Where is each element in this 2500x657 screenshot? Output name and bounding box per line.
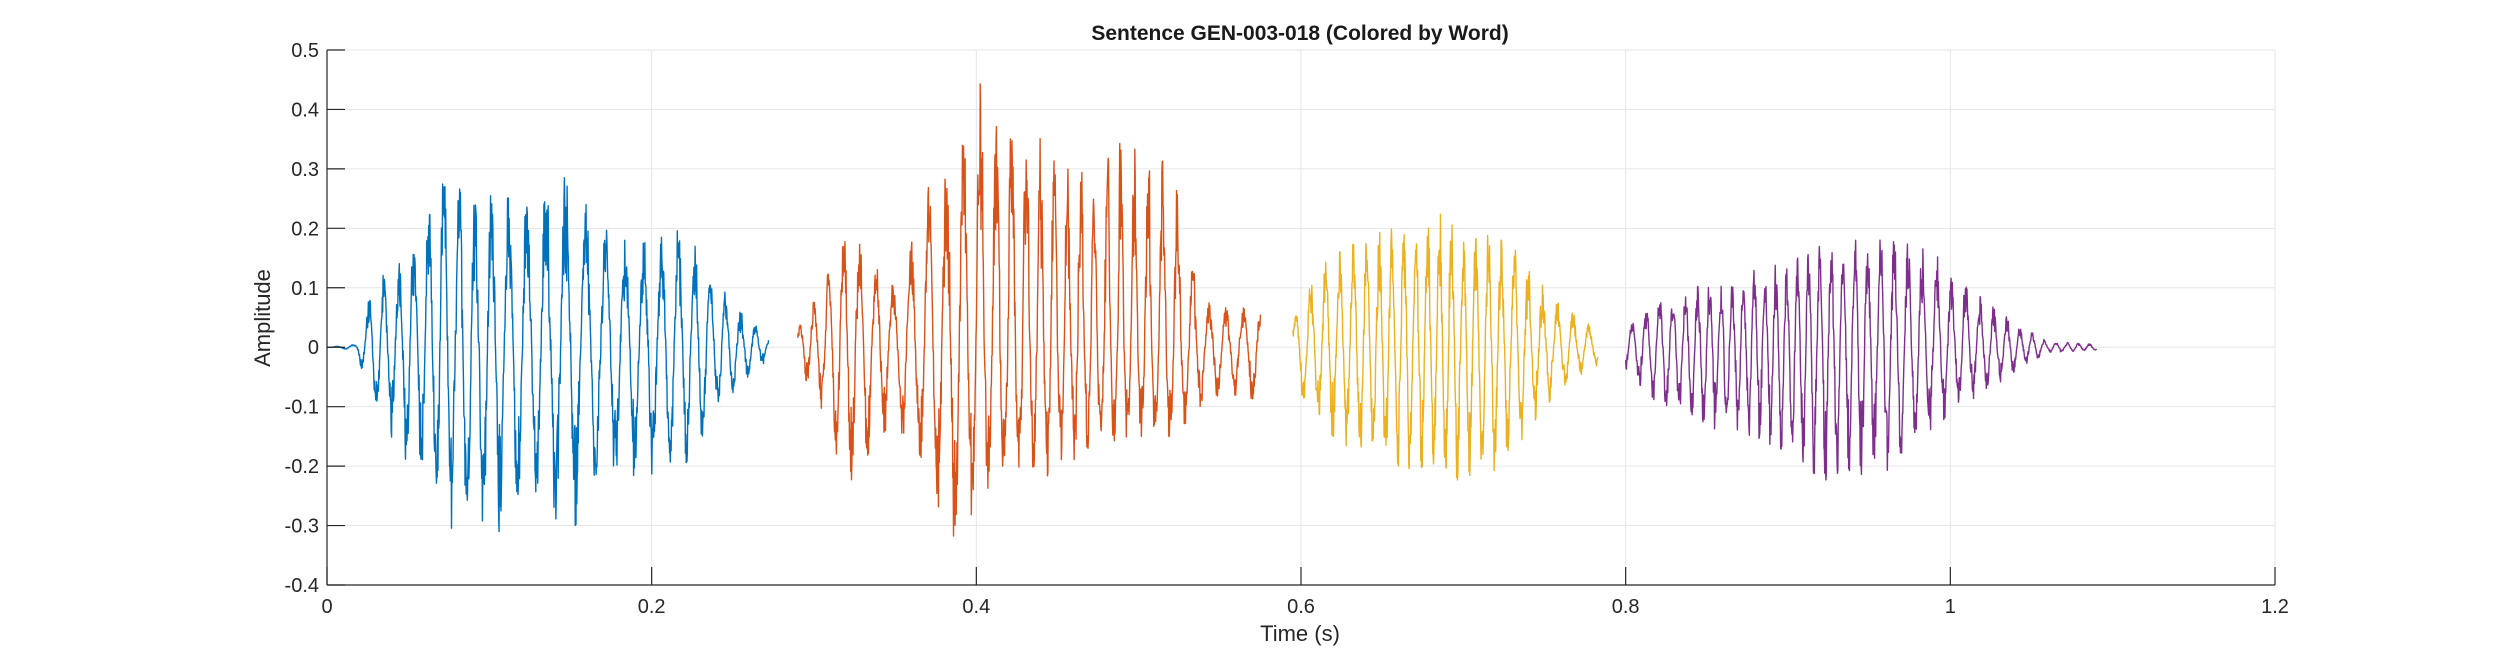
tick-labels: 0 0.2 0.4 0.6 0.8 1 1.2 -0.4 -0.3 -0.2 -0.1 0 0.1 0.2… bbox=[285, 40, 2289, 618]
x-axis-title: Time (s) bbox=[1260, 621, 1340, 646]
x-tick-label: 0.8 bbox=[1612, 596, 1640, 618]
x-tick-label: 0.4 bbox=[962, 596, 990, 618]
waveform-series bbox=[326, 83, 2098, 537]
y-tick-label: 0.3 bbox=[291, 159, 319, 181]
y-tick-label: -0.4 bbox=[285, 575, 319, 597]
waveform-segment-4 bbox=[1624, 239, 2098, 481]
x-tick-label: 0.6 bbox=[1287, 596, 1315, 618]
y-tick-label: 0 bbox=[308, 337, 319, 359]
chart-title: Sentence GEN-003-018 (Colored by Word) bbox=[1091, 22, 1508, 45]
x-tick-label: 1.2 bbox=[2261, 596, 2289, 618]
y-tick-label: 0.4 bbox=[291, 99, 319, 121]
y-tick-label: -0.1 bbox=[285, 397, 319, 419]
y-tick-label: 0.2 bbox=[291, 218, 319, 240]
y-tick-label: 0.5 bbox=[291, 40, 319, 62]
x-tick-label: 0.2 bbox=[638, 596, 666, 618]
y-tick-label: -0.3 bbox=[285, 516, 319, 538]
x-tick-label: 1 bbox=[1945, 596, 1956, 618]
waveform-segment-1 bbox=[326, 177, 770, 533]
y-tick-label: 0.1 bbox=[291, 278, 319, 300]
plot-area: 0 0.2 0.4 0.6 0.8 1 1.2 -0.4 -0.3 -0.2 -0.1 0 0.1 0.2… bbox=[285, 40, 2289, 618]
x-tick-label: 0 bbox=[321, 596, 332, 618]
waveform-segment-3 bbox=[1292, 213, 1599, 481]
axes bbox=[326, 49, 2276, 586]
y-axis-title: Amplitude bbox=[250, 269, 275, 367]
waveform-segment-2 bbox=[797, 83, 1262, 537]
y-tick-label: -0.2 bbox=[285, 456, 319, 478]
